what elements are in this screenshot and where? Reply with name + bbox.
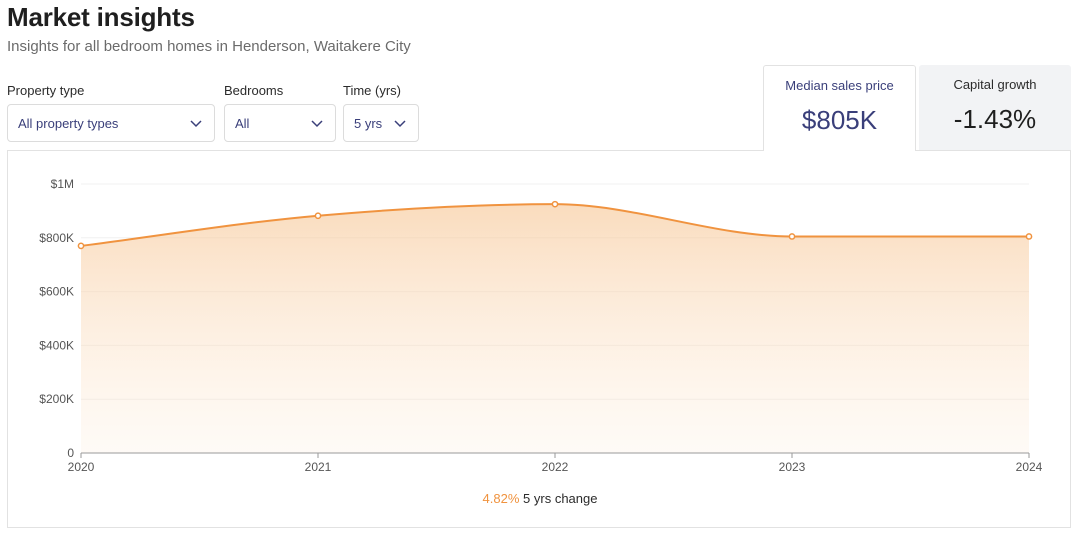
capital-growth-label: Capital growth [953, 77, 1037, 92]
x-tick-label: 2023 [779, 460, 806, 474]
chart-panel: 0 $200K $400K $600K $800K $1M 2020 2021 2022 2023… [7, 150, 1071, 528]
capital-growth-value: -1.43% [953, 104, 1037, 134]
y-tick-label: $400K [39, 338, 74, 352]
x-tick-label: 2020 [68, 460, 95, 474]
data-point [314, 212, 322, 220]
property-type-select[interactable]: All property types [7, 104, 215, 142]
x-tick-label: 2022 [542, 460, 569, 474]
y-tick-label: $200K [39, 392, 74, 406]
chevron-down-icon [188, 115, 204, 131]
property-type-label: Property type [7, 83, 85, 98]
property-type-value: All property types [18, 115, 119, 131]
data-point [788, 233, 796, 240]
bedrooms-select[interactable]: All [224, 104, 336, 142]
page-subtitle: Insights for all bedroom homes in Hender… [7, 38, 411, 55]
time-value: 5 yrs [354, 115, 383, 131]
data-point [1025, 233, 1033, 240]
time-label: Time (yrs) [343, 83, 402, 98]
bedrooms-label: Bedrooms [224, 83, 284, 98]
change-text: 5 yrs change [523, 491, 598, 506]
five-year-change: 4.82% 5 yrs change [8, 491, 1072, 506]
chevron-down-icon [392, 115, 408, 131]
x-tick-label: 2024 [1016, 460, 1043, 474]
median-sales-price-label: Median sales price [785, 78, 894, 93]
y-tick-label: $1M [51, 177, 74, 191]
y-tick-label: 0 [67, 446, 74, 460]
bedrooms-value: All [235, 115, 250, 131]
area-fill [81, 204, 1029, 453]
chevron-down-icon [309, 115, 325, 131]
median-sales-price-tab[interactable]: Median sales price $805K [763, 65, 916, 151]
median-sales-price-value: $805K [801, 105, 878, 135]
price-chart: 0 $200K $400K $600K $800K $1M 2020 2021 2022 2023… [39, 177, 1043, 474]
time-select[interactable]: 5 yrs [343, 104, 419, 142]
capital-growth-tab[interactable]: Capital growth -1.43% [919, 65, 1071, 151]
y-tick-label: $800K [39, 231, 74, 245]
data-point [551, 200, 559, 208]
x-tick-label: 2021 [305, 460, 332, 474]
page-title: Market insights [7, 2, 195, 32]
y-tick-label: $600K [39, 285, 74, 299]
change-percent: 4.82% [482, 491, 520, 506]
data-point [77, 242, 85, 250]
